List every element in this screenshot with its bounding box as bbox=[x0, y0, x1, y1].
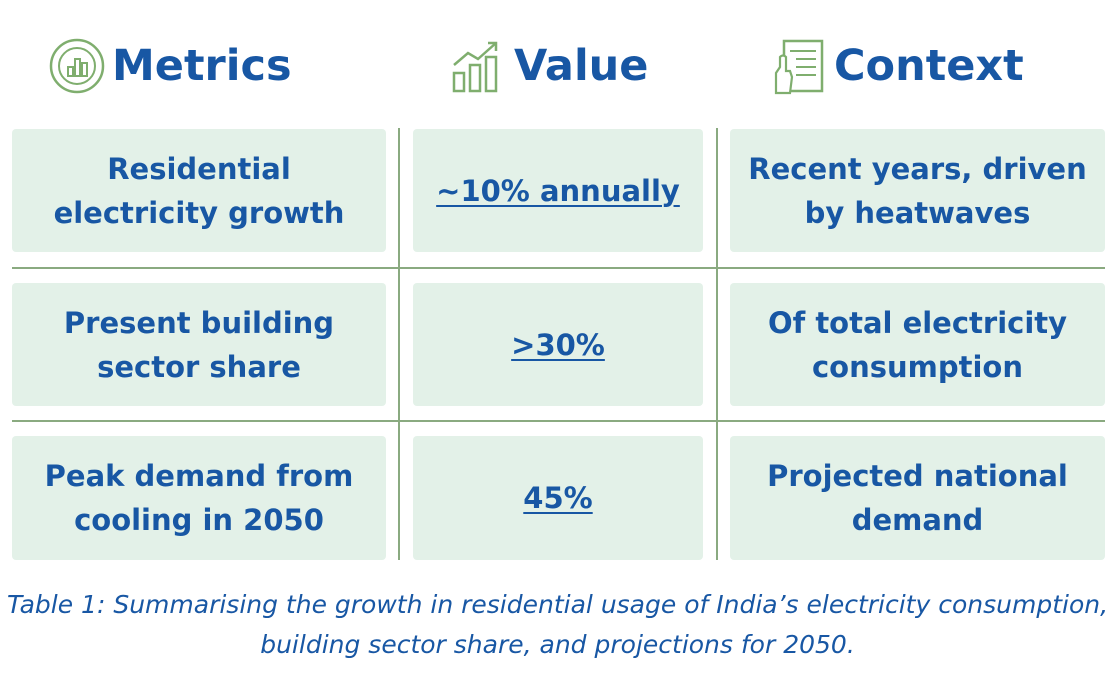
table-cell-metric: Present building sector share bbox=[12, 283, 386, 406]
metric-text: Peak demand from cooling in 2050 bbox=[44, 459, 354, 537]
table-cell-value: 45% bbox=[413, 436, 703, 560]
chart-circle-icon bbox=[49, 38, 105, 94]
table-cell-metric: Peak demand from cooling in 2050 bbox=[12, 436, 386, 560]
metric-text: Present building sector share bbox=[63, 305, 335, 384]
table-cell-context: Recent years, driven by heatwaves bbox=[730, 129, 1105, 252]
row-divider-2 bbox=[12, 420, 1105, 422]
table-cell-metric: Residential electricity growth bbox=[12, 129, 386, 252]
header-value-label: Value bbox=[514, 41, 649, 91]
table-cell-context: Projected national demand bbox=[730, 436, 1105, 560]
column-divider-1 bbox=[398, 128, 400, 560]
table-cell-value: >30% bbox=[413, 283, 703, 406]
column-divider-2 bbox=[716, 128, 718, 560]
context-text: Of total electricity consumption bbox=[767, 305, 1068, 384]
row-divider-1 bbox=[12, 267, 1105, 269]
value-link[interactable]: 45% bbox=[523, 481, 593, 515]
table-cell-value: ~10% annually bbox=[413, 129, 703, 252]
context-text: Recent years, driven by heatwaves bbox=[748, 151, 1087, 230]
value-link[interactable]: ~10% annually bbox=[436, 173, 680, 208]
metric-text: Residential electricity growth bbox=[53, 151, 345, 230]
table-cell-context: Of total electricity consumption bbox=[730, 283, 1105, 406]
header-value: Value bbox=[450, 34, 648, 98]
header-context-label: Context bbox=[834, 41, 1024, 91]
context-text: Projected national demand bbox=[767, 459, 1068, 537]
header-metrics-label: Metrics bbox=[112, 41, 292, 91]
growth-bars-icon bbox=[452, 41, 498, 93]
document-hand-icon bbox=[774, 39, 824, 95]
header-metrics: Metrics bbox=[48, 34, 292, 98]
table-caption: Table 1: Summarising the growth in resid… bbox=[6, 590, 1109, 659]
value-link[interactable]: >30% bbox=[511, 327, 605, 362]
header-context: Context bbox=[770, 34, 1024, 98]
